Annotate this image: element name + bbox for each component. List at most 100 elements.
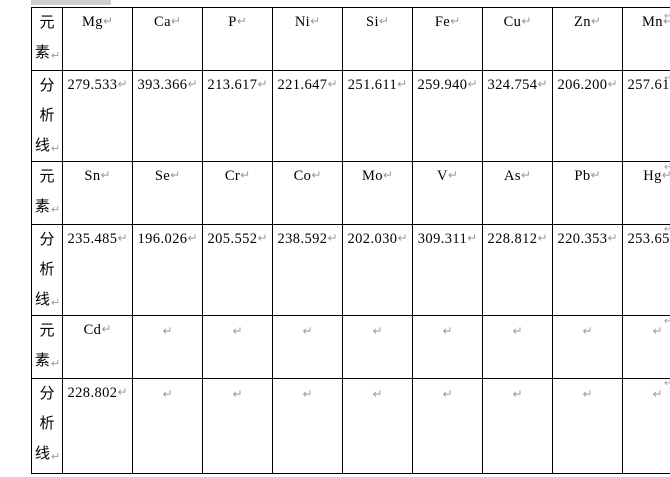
element-analysis-line-table: 元 素↵ Mg↵ Ca↵ P↵ Ni↵ Si↵ Fe↵ Cu↵ Zn↵ Mn↵ … [31, 7, 670, 474]
table-cell-empty: ↵ [202, 378, 273, 474]
table-cell-wavelength: 253.652↵ [622, 224, 670, 316]
return-mark-icon: ↵ [50, 451, 61, 463]
return-mark-icon: ↵ [50, 297, 61, 309]
return-mark-icon: ↵ [327, 231, 338, 245]
return-mark-icon: ↵ [664, 378, 670, 389]
table-cell-wavelength: 220.353↵ [552, 224, 623, 316]
return-mark-icon: ↵ [664, 73, 670, 84]
table-cell-empty: ↵ [132, 315, 203, 379]
table-cell-wavelength: 205.552↵ [202, 224, 273, 316]
table-cell-wavelength: 257.610↵ [622, 70, 670, 162]
table-row: 分 析 线↵ 228.802↵ ↵ ↵ ↵ ↵ ↵ ↵ ↵ ↵ [31, 378, 670, 474]
table-cell-element: Mo↵ [342, 161, 413, 225]
return-mark-icon: ↵ [521, 14, 532, 28]
return-mark-icon: ↵ [327, 77, 338, 91]
row-label-char: 分 [39, 232, 55, 248]
table-cell-wavelength: 324.754↵ [482, 70, 553, 162]
table-cell-wavelength: 202.030↵ [342, 224, 413, 316]
return-mark-icon: ↵ [100, 168, 111, 182]
return-mark-icon: ↵ [447, 168, 458, 182]
return-mark-icon: ↵ [590, 14, 601, 28]
table-cell-element: Hg↵ [622, 161, 670, 225]
row-label-char: 线↵ [34, 446, 61, 463]
row-label-char: 分 [39, 78, 55, 94]
return-mark-icon: ↵ [257, 231, 268, 245]
table-cell-wavelength: 251.611↵ [342, 70, 413, 162]
table-cell-empty: ↵ [132, 378, 203, 474]
return-mark-icon: ↵ [537, 77, 548, 91]
table-cell-empty: ↵ [342, 378, 413, 474]
return-mark-icon: ↵ [664, 316, 670, 327]
return-mark-icon: ↵ [378, 14, 389, 28]
return-mark-icon: ↵ [664, 224, 670, 235]
table-cell-element: Si↵ [342, 7, 413, 71]
return-mark-icon: ↵ [520, 168, 531, 182]
table-cell-wavelength: 213.617↵ [202, 70, 273, 162]
return-mark-icon: ↵ [450, 14, 461, 28]
row-label-char: 析 [39, 416, 55, 432]
return-mark-icon: ↵ [162, 324, 173, 338]
return-mark-icon: ↵ [101, 322, 112, 336]
return-mark-icon: ↵ [607, 77, 618, 91]
table-cell-element: Cd↵ [62, 315, 133, 379]
table-cell-element: Sn↵ [62, 161, 133, 225]
return-mark-icon: ↵ [582, 324, 593, 338]
return-mark-icon: ↵ [50, 204, 61, 216]
return-mark-icon: ↵ [467, 231, 478, 245]
return-mark-icon: ↵ [652, 387, 663, 401]
table-cell-empty: ↵ [482, 378, 553, 474]
return-mark-icon: ↵ [117, 385, 128, 399]
table-cell-element: Mn↵ [622, 7, 670, 71]
return-mark-icon: ↵ [372, 324, 383, 338]
row-label-char: 线↵ [34, 292, 61, 309]
table-cell-wavelength: 221.647↵ [272, 70, 343, 162]
table-cell-wavelength: 259.940↵ [412, 70, 483, 162]
return-mark-icon: ↵ [302, 324, 313, 338]
table-cell-wavelength: 206.200↵ [552, 70, 623, 162]
table-cell-element: Cr↵ [202, 161, 273, 225]
return-mark-icon: ↵ [232, 324, 243, 338]
table-cell-wavelength: 196.026↵ [132, 224, 203, 316]
table-cell-element: Cu↵ [482, 7, 553, 71]
return-mark-icon: ↵ [512, 387, 523, 401]
return-mark-icon: ↵ [240, 168, 251, 182]
return-mark-icon: ↵ [187, 77, 198, 91]
return-mark-icon: ↵ [664, 162, 670, 173]
table-cell-element: Zn↵ [552, 7, 623, 71]
row-label-char: 元 [39, 15, 55, 31]
table-cell-wavelength: 235.485↵ [62, 224, 133, 316]
return-mark-icon: ↵ [537, 231, 548, 245]
return-mark-icon: ↵ [382, 168, 393, 182]
return-mark-icon: ↵ [50, 143, 61, 155]
return-mark-icon: ↵ [590, 168, 601, 182]
return-mark-icon: ↵ [310, 14, 321, 28]
return-mark-icon: ↵ [652, 324, 663, 338]
return-mark-icon: ↵ [397, 77, 408, 91]
table-cell-wavelength: 279.533↵ [62, 70, 133, 162]
table-cell-element: Ca↵ [132, 7, 203, 71]
row-label-analysis-line: 分 析 线↵ [31, 378, 63, 474]
row-label-analysis-line: 分 析 线↵ [31, 224, 63, 316]
table-cell-empty: ↵ [272, 378, 343, 474]
table-cell-element: P↵ [202, 7, 273, 71]
table-cell-empty: ↵ [552, 378, 623, 474]
return-mark-icon: ↵ [232, 387, 243, 401]
table-cell-empty: ↵ [622, 378, 670, 474]
return-mark-icon: ↵ [311, 168, 322, 182]
return-mark-icon: ↵ [442, 387, 453, 401]
return-mark-icon: ↵ [467, 77, 478, 91]
table-cell-empty: ↵ [412, 378, 483, 474]
table-row: 元 素↵ Sn↵ Se↵ Cr↵ Co↵ Mo↵ V↵ As↵ Pb↵ Hg↵ [31, 161, 670, 225]
row-label-char: 素↵ [34, 353, 61, 370]
table-cell-empty: ↵ [342, 315, 413, 379]
return-mark-icon: ↵ [187, 231, 198, 245]
return-mark-icon: ↵ [397, 231, 408, 245]
row-label-char: 分 [39, 386, 55, 402]
page-top-artifact [31, 0, 111, 5]
table-cell-empty: ↵ [622, 315, 670, 379]
table-cell-empty: ↵ [412, 315, 483, 379]
row-label-char: 析 [39, 262, 55, 278]
table-cell-element: Mg↵ [62, 7, 133, 71]
table-cell-element: As↵ [482, 161, 553, 225]
